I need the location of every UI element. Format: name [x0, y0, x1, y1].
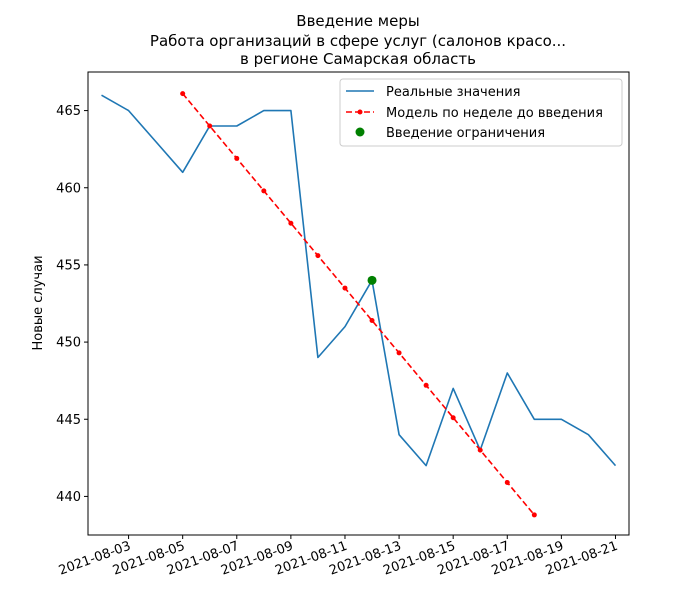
series-model-point [288, 220, 294, 226]
y-axis-label: Новые случаи [31, 255, 46, 350]
series-model-point [315, 253, 321, 259]
series-model-point [531, 512, 537, 518]
legend-swatch-model-marker [357, 109, 363, 115]
series-model-point [423, 382, 429, 388]
series-model-point [342, 285, 348, 291]
legend-box [339, 78, 623, 147]
plot-frame [87, 71, 630, 536]
series-real-values-line [101, 94, 617, 467]
y-tick-label: 440 [56, 490, 81, 505]
series-model-point [234, 155, 240, 161]
title-line-3: в регионе Самарская область [240, 50, 476, 68]
series-model-point [477, 447, 483, 453]
plot-area [101, 91, 617, 518]
x-axis: 2021-08-032021-08-052021-08-072021-08-09… [57, 535, 620, 579]
y-tick-label: 450 [56, 336, 81, 351]
title-line-1: Введение меры [296, 12, 419, 30]
series-model-point [261, 188, 267, 194]
y-tick-label: 445 [56, 413, 81, 428]
legend-label-model: Модель по неделе до введения [386, 106, 603, 121]
title-line-2: Работа организаций в сфере услуг (салоно… [150, 32, 566, 50]
series-model-point [450, 415, 456, 421]
y-axis: 440 445 450 455 460 465 [56, 104, 88, 505]
legend: Реальные значения Модель по неделе до вв… [339, 78, 623, 147]
series-intro-point [367, 275, 377, 285]
series-model-point [396, 350, 402, 356]
series-model-point [504, 480, 510, 486]
chart-title: Введение меры Работа организаций в сфере… [150, 12, 566, 68]
y-tick-label: 455 [56, 258, 81, 273]
legend-swatch-intro [355, 127, 365, 137]
series-model-point [207, 123, 213, 129]
series-model-point [369, 317, 375, 323]
legend-label-real: Реальные значения [386, 85, 521, 100]
y-tick-label: 465 [56, 104, 81, 119]
y-tick-label: 460 [56, 181, 81, 196]
series-model-point [180, 91, 186, 97]
series-model-line [182, 93, 535, 516]
legend-label-intro: Введение ограничения [386, 126, 545, 141]
